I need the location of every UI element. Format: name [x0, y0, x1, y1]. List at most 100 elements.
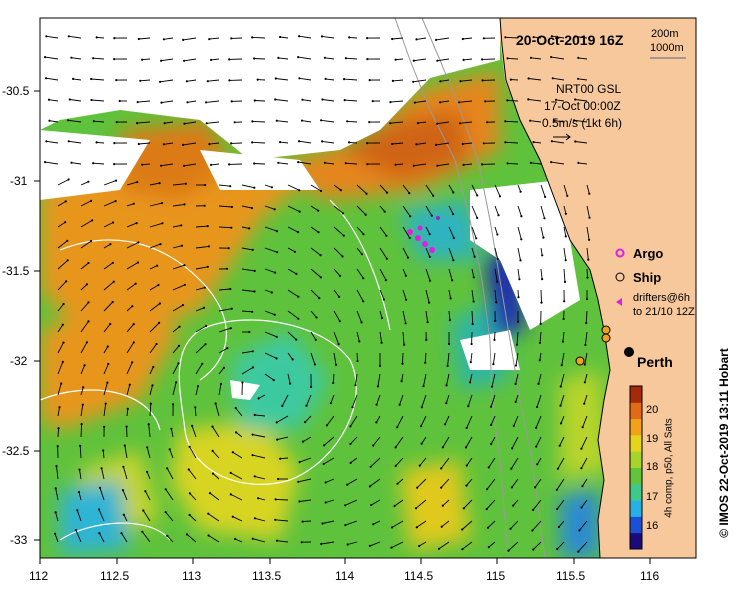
current-arrow	[302, 436, 312, 442]
current-arrow	[257, 497, 266, 501]
current-arrow-head	[486, 488, 489, 491]
current-arrow	[436, 142, 450, 146]
current-arrow	[212, 426, 220, 438]
current-arrow-head	[293, 250, 297, 253]
current-arrow	[333, 289, 340, 298]
current-arrow	[254, 163, 266, 165]
current-arrow	[235, 432, 243, 438]
current-arrow	[172, 224, 182, 228]
current-arrow	[447, 352, 450, 366]
current-arrow	[539, 352, 542, 361]
current-arrow-head	[342, 234, 345, 237]
current-arrow-head	[338, 295, 341, 298]
current-arrow-head	[458, 101, 461, 104]
current-arrow-head	[487, 466, 490, 469]
current-arrow-head	[214, 402, 217, 405]
current-arrow-head	[158, 321, 161, 324]
current-arrow-head	[227, 247, 230, 250]
current-arrow-head	[47, 98, 51, 101]
current-arrow	[264, 184, 273, 188]
current-arrow	[80, 284, 88, 291]
current-arrow	[392, 142, 404, 145]
current-arrow	[80, 240, 92, 249]
current-arrow-head	[131, 361, 134, 364]
current-arrow	[306, 394, 312, 406]
current-arrow	[556, 499, 565, 510]
current-arrow	[554, 120, 565, 123]
current-arrow	[71, 162, 82, 165]
current-arrow	[321, 541, 335, 545]
current-arrow-head	[67, 119, 70, 122]
current-arrow-head	[257, 397, 260, 400]
current-arrow-head	[253, 186, 256, 189]
current-arrow-head	[114, 179, 118, 182]
current-arrow	[123, 514, 128, 522]
current-arrow	[80, 387, 84, 396]
current-arrow-head	[406, 256, 410, 259]
current-arrow-head	[362, 300, 365, 303]
current-arrow	[395, 457, 404, 467]
current-arrow-head	[562, 317, 565, 321]
current-arrow	[146, 471, 151, 480]
current-arrow-head	[476, 216, 479, 219]
current-arrow-head	[65, 280, 68, 283]
current-arrow	[212, 450, 220, 459]
current-arrow-head	[585, 298, 589, 301]
current-arrow-head	[577, 550, 580, 553]
current-arrow-head	[185, 80, 188, 83]
current-arrow-head	[481, 163, 484, 166]
current-arrow	[510, 457, 519, 469]
current-arrow-head	[349, 442, 352, 446]
current-arrow	[395, 58, 404, 61]
current-arrow	[184, 121, 197, 125]
current-arrow-head	[375, 403, 378, 406]
current-arrow-head	[490, 442, 493, 446]
current-arrow	[551, 161, 565, 165]
current-arrow	[165, 511, 174, 522]
current-arrow-head	[458, 122, 462, 125]
current-arrow-head	[91, 219, 94, 222]
current-arrow-head	[57, 427, 60, 430]
current-arrow	[379, 310, 383, 319]
current-arrow-head	[315, 316, 318, 319]
current-arrow-head	[418, 464, 421, 467]
current-arrow-head	[484, 100, 487, 103]
current-arrow	[326, 415, 335, 426]
current-arrow	[299, 457, 312, 463]
current-arrow	[416, 142, 427, 145]
current-arrow-head	[186, 101, 189, 104]
current-arrow	[446, 373, 450, 386]
current-arrow	[333, 310, 341, 322]
current-arrow-head	[509, 78, 512, 81]
reference-arrow-head	[565, 133, 571, 141]
current-arrow	[425, 310, 429, 323]
current-arrow-head	[494, 319, 497, 322]
current-arrow-head	[324, 77, 327, 80]
current-arrow-head	[131, 305, 134, 308]
current-arrow-head	[87, 320, 90, 323]
current-arrow-head	[300, 541, 303, 544]
current-arrow-head	[506, 99, 509, 102]
current-arrow	[425, 289, 430, 303]
current-arrow-head	[81, 403, 84, 406]
current-arrow-head	[422, 385, 425, 388]
current-arrow	[209, 37, 220, 40]
current-arrow	[212, 473, 220, 480]
current-arrow	[218, 308, 232, 312]
current-arrow	[517, 205, 522, 217]
current-arrow	[80, 200, 92, 207]
current-arrow	[230, 472, 243, 480]
current-arrow-head	[202, 306, 206, 309]
current-arrow-head	[229, 493, 232, 496]
current-arrow	[57, 259, 69, 270]
current-arrow-head	[158, 182, 161, 185]
current-arrow	[379, 226, 387, 236]
current-arrow	[325, 78, 335, 81]
current-arrow-head	[430, 214, 433, 217]
current-arrow	[218, 205, 232, 208]
current-arrow-head	[425, 338, 428, 341]
current-arrow-head	[141, 530, 144, 533]
current-arrow-head	[469, 361, 472, 364]
current-arrow-head	[497, 214, 500, 217]
current-arrow	[402, 247, 409, 258]
